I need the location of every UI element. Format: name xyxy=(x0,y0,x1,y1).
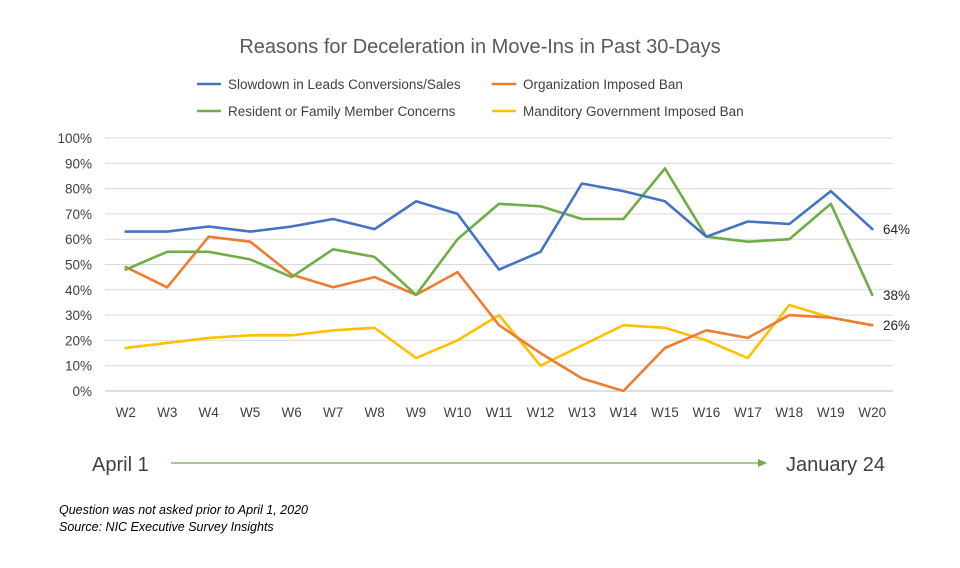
end-label: 26% xyxy=(883,318,910,333)
y-tick-label: 60% xyxy=(65,232,92,247)
legend-entry: Manditory Government Imposed Ban xyxy=(523,104,744,119)
series-line xyxy=(124,167,874,297)
y-axis: 0% 10% 20% 30% 40% 50% 60% 70% 80% 90% 100% xyxy=(57,131,92,399)
footnote-question: Question was not asked prior to April 1,… xyxy=(59,503,308,517)
y-tick-label: 40% xyxy=(65,283,92,298)
y-tick-label: 90% xyxy=(65,156,92,171)
y-tick-label: 80% xyxy=(65,182,92,197)
y-tick-label: 70% xyxy=(65,207,92,222)
footnotes: Question was not asked prior to April 1,… xyxy=(59,502,308,536)
x-tick-label: W20 xyxy=(858,405,886,420)
legend-entry: Slowdown in Leads Conversions/Sales xyxy=(228,77,461,92)
range-end-label: January 24 xyxy=(786,454,885,476)
x-tick-label: W10 xyxy=(444,405,472,420)
legend-entry: Resident or Family Member Concerns xyxy=(228,104,456,119)
x-tick-label: W9 xyxy=(406,405,426,420)
x-axis: W2 W3 W4 W5 W6 W7 W8 W9 W10 W11 W12 W13 W14 W15 W16 W17… xyxy=(116,405,887,420)
series-line xyxy=(124,235,874,393)
x-tick-label: W7 xyxy=(323,405,343,420)
x-tick-label: W2 xyxy=(116,405,136,420)
x-tick-label: W19 xyxy=(817,405,845,420)
date-range: April 1 January 24 xyxy=(92,454,885,476)
plot-area xyxy=(124,167,874,393)
y-tick-label: 30% xyxy=(65,308,92,323)
end-label: 64% xyxy=(883,222,910,237)
x-tick-label: W11 xyxy=(486,405,513,420)
end-labels: 64% 38% 26% xyxy=(883,222,910,333)
x-tick-label: W17 xyxy=(734,405,762,420)
x-tick-label: W6 xyxy=(282,405,302,420)
gridlines xyxy=(105,137,893,392)
range-arrow-head xyxy=(758,459,767,467)
x-tick-label: W14 xyxy=(610,405,638,420)
x-tick-label: W4 xyxy=(199,405,220,420)
y-tick-label: 20% xyxy=(65,333,92,348)
y-tick-label: 10% xyxy=(65,359,92,374)
x-tick-label: W15 xyxy=(651,405,679,420)
series-line xyxy=(124,182,874,271)
y-tick-label: 0% xyxy=(72,384,92,399)
range-start-label: April 1 xyxy=(92,454,149,476)
footnote-source: Source: NIC Executive Survey Insights xyxy=(59,520,274,534)
y-tick-label: 100% xyxy=(57,131,92,146)
x-tick-label: W12 xyxy=(527,405,555,420)
y-tick-label: 50% xyxy=(65,258,92,273)
legend: Slowdown in Leads Conversions/Sales Organ… xyxy=(197,77,744,119)
series-line xyxy=(124,303,874,368)
x-tick-label: W8 xyxy=(364,405,384,420)
x-tick-label: W16 xyxy=(692,405,720,420)
x-tick-label: W13 xyxy=(568,405,596,420)
x-tick-label: W18 xyxy=(775,405,803,420)
end-label: 38% xyxy=(883,288,910,303)
x-tick-label: W3 xyxy=(157,405,177,420)
x-tick-label: W5 xyxy=(240,405,260,420)
legend-entry: Organization Imposed Ban xyxy=(523,77,683,92)
chart-title: Reasons for Deceleration in Move-Ins in … xyxy=(239,36,720,58)
